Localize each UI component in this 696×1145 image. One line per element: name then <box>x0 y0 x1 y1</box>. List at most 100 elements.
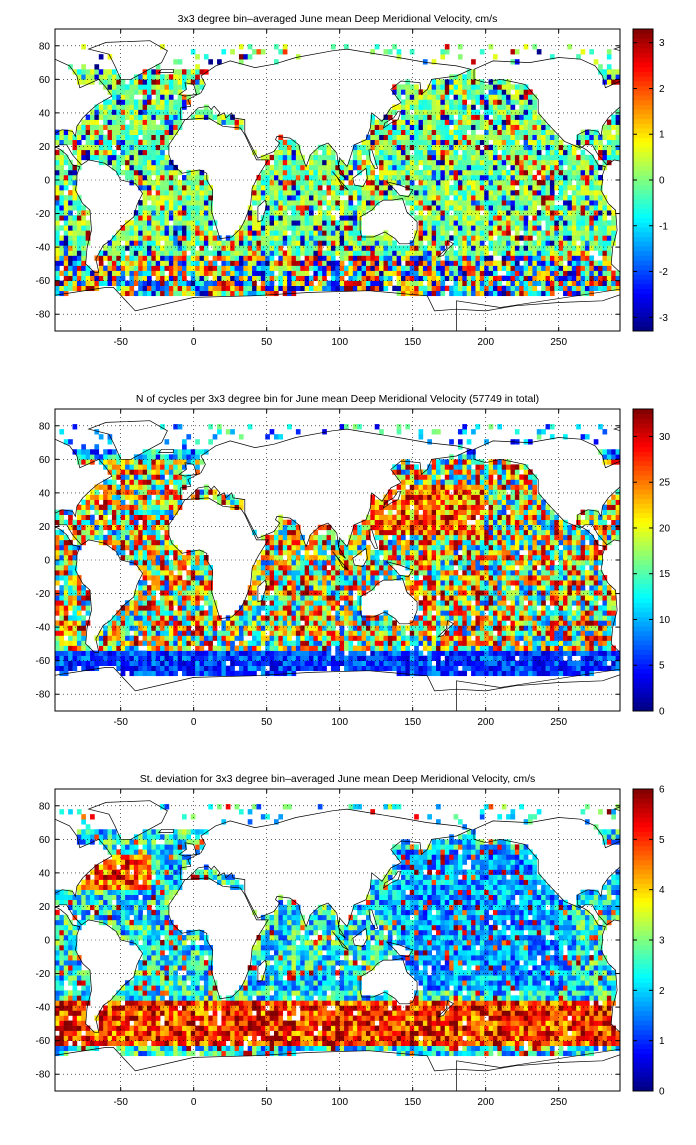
data-cell <box>169 105 174 110</box>
data-cell <box>322 250 327 255</box>
data-cell <box>129 130 134 135</box>
data-cell <box>81 230 86 235</box>
data-cell <box>362 240 367 245</box>
data-cell <box>440 286 445 291</box>
data-cell <box>278 661 283 666</box>
data-cell <box>270 656 275 661</box>
data-cell <box>493 286 498 291</box>
data-cell <box>462 89 467 94</box>
data-cell <box>165 256 170 261</box>
data-cell <box>541 286 546 291</box>
colorbar-swatch <box>633 237 653 242</box>
data-cell <box>270 200 275 205</box>
data-cell <box>296 256 301 261</box>
data-cell <box>471 99 476 104</box>
data-cell <box>99 69 104 74</box>
data-cell <box>200 656 205 661</box>
data-cell <box>379 195 384 200</box>
data-cell <box>458 125 463 130</box>
data-cell <box>143 155 148 160</box>
data-cell <box>414 195 419 200</box>
data-cell <box>204 225 209 230</box>
data-cell <box>362 646 367 651</box>
data-cell <box>594 59 599 64</box>
data-cell <box>112 105 117 110</box>
data-cell <box>265 180 270 185</box>
data-cell <box>59 641 64 646</box>
data-cell <box>77 225 82 230</box>
data-cell <box>112 140 117 145</box>
data-cell <box>283 155 288 160</box>
data-cell <box>432 286 437 291</box>
data-cell <box>191 215 196 220</box>
data-cell <box>471 205 476 210</box>
data-cell <box>278 261 283 266</box>
data-cell <box>73 661 78 666</box>
data-cell <box>125 84 130 89</box>
data-cell <box>405 89 410 94</box>
data-cell <box>554 666 559 671</box>
data-cell <box>239 245 244 250</box>
coastline <box>614 41 693 80</box>
data-cell <box>116 84 121 89</box>
data-cell <box>138 140 143 145</box>
data-cell <box>318 661 323 666</box>
data-cell <box>397 170 402 175</box>
data-cell <box>502 235 507 240</box>
data-cell <box>567 261 572 266</box>
data-cell <box>331 286 336 291</box>
data-cell <box>585 286 590 291</box>
data-cell <box>116 155 121 160</box>
data-cell <box>221 266 226 271</box>
data-cell <box>265 250 270 255</box>
data-cell <box>462 210 467 215</box>
data-cell <box>208 671 213 676</box>
data-cell <box>419 175 424 180</box>
data-cell <box>125 155 130 160</box>
data-cell <box>589 49 594 54</box>
data-cell <box>475 160 480 165</box>
data-cell <box>318 256 323 261</box>
data-cell <box>462 110 467 115</box>
data-cell <box>427 170 432 175</box>
data-cell <box>309 205 314 210</box>
data-cell <box>103 125 108 130</box>
data-cell <box>541 656 546 661</box>
data-cell <box>581 180 586 185</box>
data-cell <box>388 656 393 661</box>
data-cell <box>178 79 183 84</box>
data-cell <box>572 666 577 671</box>
data-cell <box>327 205 332 210</box>
data-cell <box>261 245 266 250</box>
data-cell <box>581 215 586 220</box>
data-cell <box>296 160 301 165</box>
data-cell <box>388 250 393 255</box>
data-cell <box>221 250 226 255</box>
data-cell <box>445 205 450 210</box>
data-cell <box>173 200 178 205</box>
data-cell <box>467 220 472 225</box>
data-cell <box>318 170 323 175</box>
data-cell <box>340 230 345 235</box>
data-cell <box>445 271 450 276</box>
data-cell <box>344 250 349 255</box>
data-cell <box>449 205 454 210</box>
data-cell <box>541 190 546 195</box>
data-cell <box>178 281 183 286</box>
data-cell <box>541 130 546 135</box>
data-cell <box>506 291 511 296</box>
data-cell <box>388 651 393 656</box>
data-cell <box>419 145 424 150</box>
data-cell <box>594 646 599 651</box>
data-cell <box>134 230 139 235</box>
data-cell <box>283 276 288 281</box>
data-cell <box>594 266 599 271</box>
data-cell <box>537 240 542 245</box>
data-cell <box>602 145 607 150</box>
data-cell <box>546 175 551 180</box>
data-cell <box>602 266 607 271</box>
data-cell <box>388 240 393 245</box>
data-cell <box>217 656 222 661</box>
data-cell <box>436 230 441 235</box>
data-cell <box>195 271 200 276</box>
